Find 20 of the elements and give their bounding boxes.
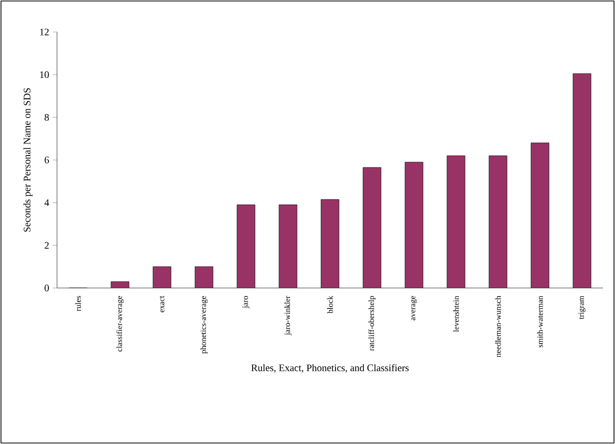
bar: [489, 156, 508, 288]
bar: [153, 266, 172, 288]
y-tick-label: 0: [44, 284, 49, 292]
y-tick-label: 10: [40, 71, 49, 78]
bar: [531, 142, 550, 288]
bar: [572, 73, 592, 288]
bar: [405, 162, 424, 288]
y-tick-label: 8: [44, 114, 49, 121]
bar: [447, 156, 466, 288]
y-tick-label: 4: [44, 199, 50, 206]
bar: [279, 204, 298, 288]
bar: [321, 199, 340, 288]
y-tick-label: 12: [40, 28, 49, 36]
y-tick-label: 2: [44, 242, 49, 249]
bar: [237, 204, 256, 288]
bar: [363, 167, 382, 288]
y-axis-title: Seconds per Personal Name on SDS: [23, 88, 32, 232]
y-tick-label: 6: [44, 156, 49, 164]
bar: [195, 266, 214, 288]
x-axis-title: Rules, Exact, Phonetics, and Classifiers: [251, 364, 409, 373]
